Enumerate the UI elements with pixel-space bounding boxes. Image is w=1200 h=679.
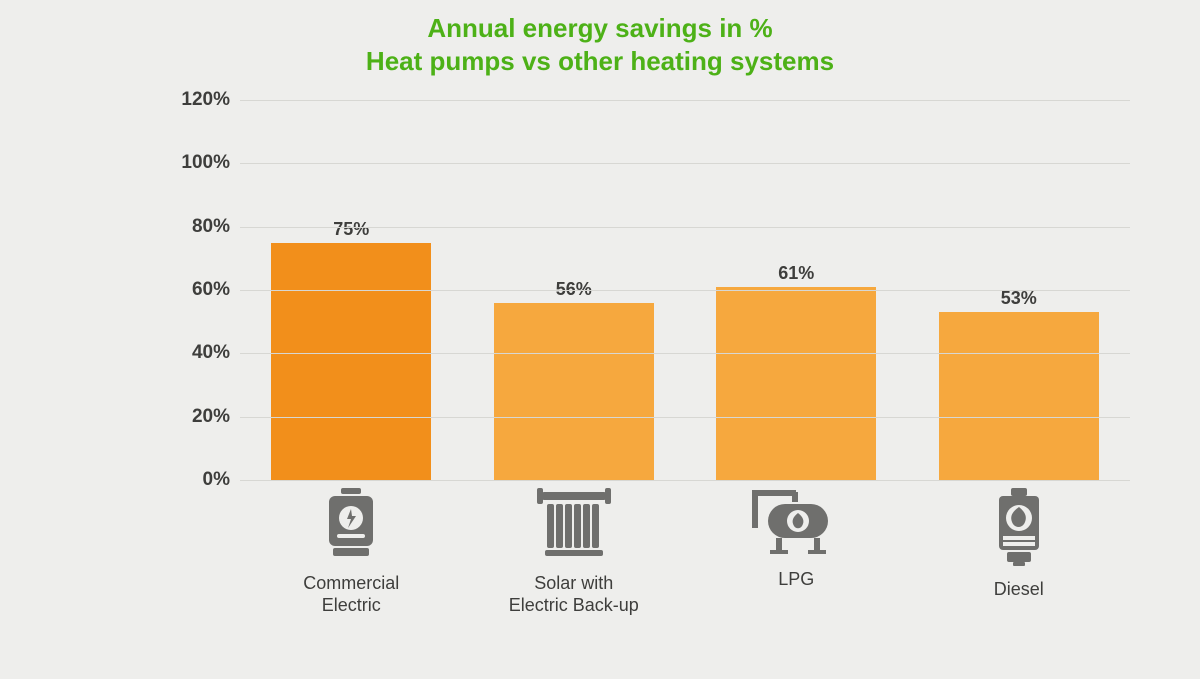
bar-value-label: 61% bbox=[778, 263, 814, 284]
y-tick-label: 20% bbox=[150, 406, 230, 428]
chart-title-line2: Heat pumps vs other heating systems bbox=[0, 45, 1200, 78]
x-axis-item: Commercial Electric bbox=[240, 488, 463, 616]
y-tick-label: 100% bbox=[150, 152, 230, 174]
x-axis-item: Solar with Electric Back-up bbox=[463, 488, 686, 616]
bar: 61% bbox=[716, 287, 876, 480]
chart-title: Annual energy savings in % Heat pumps vs… bbox=[0, 0, 1200, 77]
x-axis-label: Solar with Electric Back-up bbox=[509, 573, 639, 616]
x-axis-label: Commercial Electric bbox=[303, 573, 399, 616]
gridline bbox=[240, 100, 1130, 101]
x-axis: Commercial Electric Solar with Electric … bbox=[240, 488, 1130, 616]
radiator-icon bbox=[535, 488, 613, 565]
y-tick-label: 40% bbox=[150, 342, 230, 364]
chart-title-line1: Annual energy savings in % bbox=[0, 12, 1200, 45]
bar: 75% bbox=[271, 243, 431, 481]
gridline bbox=[240, 417, 1130, 418]
gridline bbox=[240, 480, 1130, 481]
y-tick-label: 60% bbox=[150, 279, 230, 301]
x-axis-label: Diesel bbox=[994, 579, 1044, 601]
bar-chart: 75%56%61%53% 0%20%40%60%80%100%120% bbox=[150, 100, 1130, 480]
gridline bbox=[240, 353, 1130, 354]
y-tick-label: 120% bbox=[150, 89, 230, 111]
bar-value-label: 75% bbox=[333, 219, 369, 240]
y-tick-label: 80% bbox=[150, 216, 230, 238]
plot-area: 75% 56% 61% 53% bbox=[240, 100, 1130, 480]
y-tick-label: 0% bbox=[150, 469, 230, 491]
lpg-tank-icon bbox=[748, 488, 844, 561]
bar: 53% bbox=[939, 312, 1099, 480]
x-axis-item: LPG bbox=[685, 488, 908, 616]
x-axis-label: LPG bbox=[778, 569, 814, 591]
diesel-boiler-icon bbox=[993, 488, 1045, 571]
gridline bbox=[240, 290, 1130, 291]
bar-value-label: 53% bbox=[1001, 288, 1037, 309]
x-axis-item: Diesel bbox=[908, 488, 1131, 616]
gridline bbox=[240, 227, 1130, 228]
gridline bbox=[240, 163, 1130, 164]
bar: 56% bbox=[494, 303, 654, 480]
electric-heater-icon bbox=[321, 488, 381, 565]
